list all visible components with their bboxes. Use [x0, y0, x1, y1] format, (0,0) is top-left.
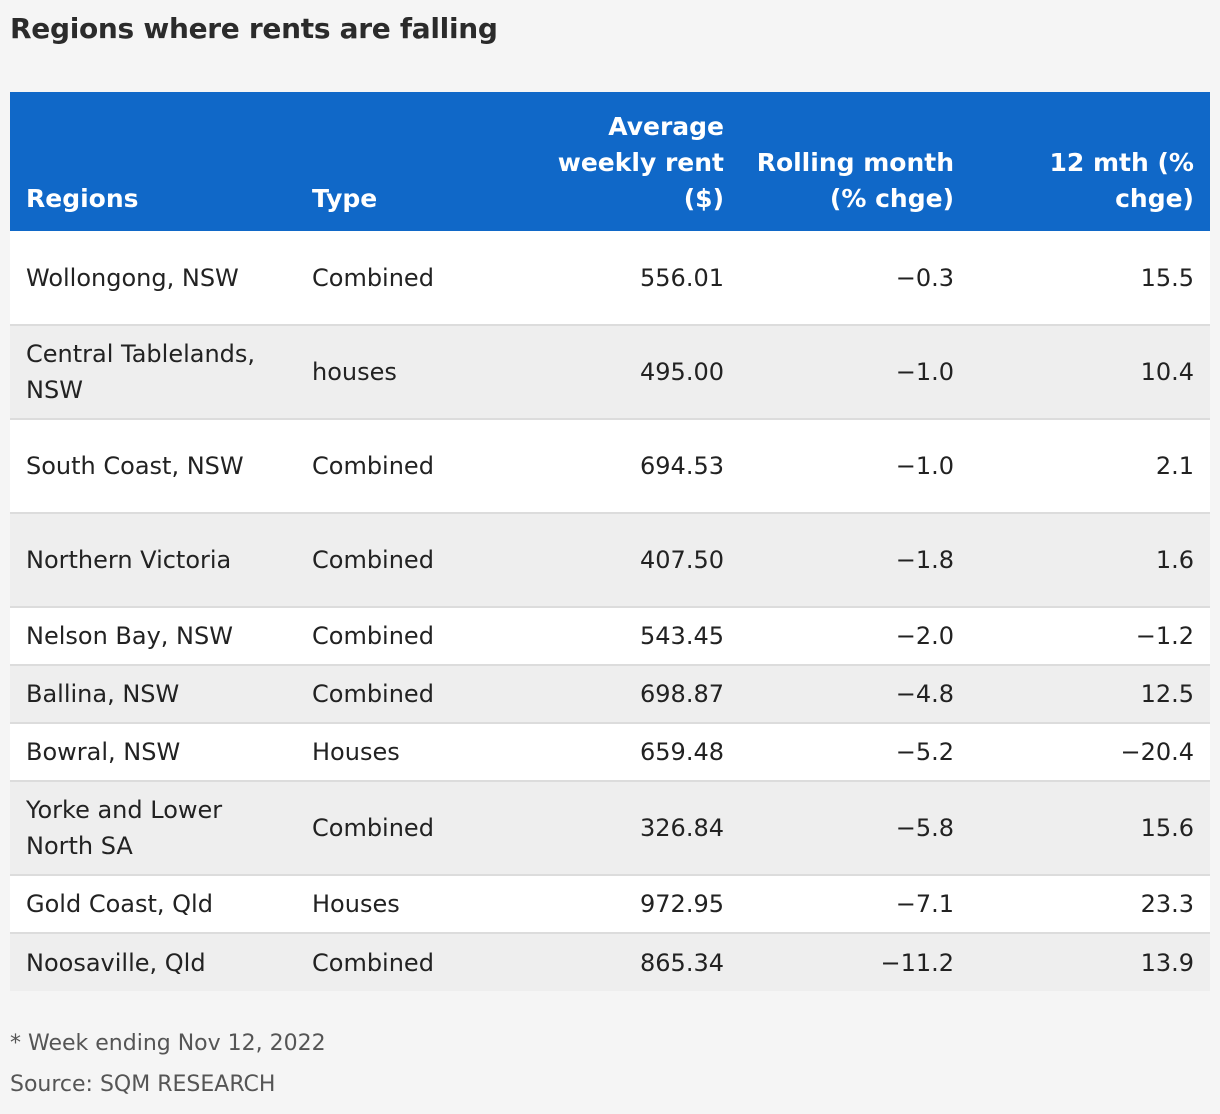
region-cell: Wollongong, NSW — [26, 263, 239, 292]
type-cell: houses — [296, 324, 536, 419]
region-cell: Bowral, NSW — [10, 722, 296, 781]
table-row: Nelson Bay, NSW Combined 543.45 −2.0 −1.2 — [10, 606, 1210, 665]
twelve-month-change-cell: −1.2 — [970, 606, 1210, 665]
region-cell: Nelson Bay, NSW — [10, 606, 296, 665]
column-header-type: Type — [312, 184, 378, 213]
type-cell: Combined — [296, 418, 536, 513]
table-row: Bowral, NSW Houses 659.48 −5.2 −20.4 — [10, 722, 1210, 781]
average-weekly-rent-cell: 543.45 — [536, 606, 740, 665]
table-row: Gold Coast, Qld Houses 972.95 −7.1 23.3 — [10, 874, 1210, 933]
average-weekly-rent-cell: 694.53 — [536, 418, 740, 513]
type-cell: Combined — [296, 606, 536, 665]
region-cell: Northern Victoria — [10, 512, 296, 607]
chart-title: Regions where rents are falling — [10, 12, 498, 45]
twelve-month-change-cell: 23.3 — [970, 874, 1210, 933]
rolling-month-change-cell: −5.2 — [740, 722, 970, 781]
average-weekly-rent-cell: 972.95 — [536, 874, 740, 933]
average-weekly-rent-cell: 407.50 — [536, 512, 740, 607]
rolling-month-change-cell: −1.0 — [740, 324, 970, 419]
rolling-month-change-cell: −0.3 — [895, 263, 954, 292]
source-note: Source: SQM RESEARCH — [10, 1072, 276, 1097]
region-cell: Yorke and Lower North SA — [10, 780, 296, 875]
rolling-month-change-cell: −1.8 — [740, 512, 970, 607]
table-row: Yorke and Lower North SA Combined 326.84 −5… — [10, 780, 1210, 875]
type-cell: Houses — [296, 722, 536, 781]
twelve-month-change-cell: −20.4 — [970, 722, 1210, 781]
rolling-month-change-cell: −7.1 — [740, 874, 970, 933]
table-row: Ballina, NSW Combined 698.87 −4.8 12.5 — [10, 664, 1210, 723]
twelve-month-change-cell: 10.4 — [970, 324, 1210, 419]
twelve-month-change-cell: 12.5 — [970, 664, 1210, 723]
region-cell: Noosaville, Qld — [10, 932, 296, 991]
average-weekly-rent-cell: 556.01 — [640, 263, 724, 292]
region-cell: Ballina, NSW — [10, 664, 296, 723]
column-header-12-mth: 12 mth (% chge) — [1049, 148, 1194, 213]
region-cell: Central Tablelands, NSW — [10, 324, 296, 419]
table-header: Regions Type Average weekly rent ($) Rol… — [10, 92, 1210, 231]
type-cell: Combined — [296, 932, 536, 991]
table-row: Wollongong, NSW Combined 556.01 −0.3 15.5 — [10, 231, 1210, 325]
header-row: Regions Type Average weekly rent ($) Rol… — [10, 92, 1210, 231]
column-header-regions: Regions — [26, 184, 139, 213]
average-weekly-rent-cell: 495.00 — [536, 324, 740, 419]
rolling-month-change-cell: −2.0 — [740, 606, 970, 665]
rolling-month-change-cell: −5.8 — [740, 780, 970, 875]
footnote: * Week ending Nov 12, 2022 — [10, 1031, 326, 1056]
table-row: Northern Victoria Combined 407.50 −1.8 1.6 — [10, 512, 1210, 607]
type-cell: Houses — [296, 874, 536, 933]
type-cell: Combined — [296, 664, 536, 723]
rolling-month-change-cell: −11.2 — [740, 932, 970, 991]
average-weekly-rent-cell: 326.84 — [536, 780, 740, 875]
type-cell: Combined — [296, 512, 536, 607]
table-row: Central Tablelands, NSW houses 495.00 −1.0 1… — [10, 324, 1210, 419]
rents-table: Regions Type Average weekly rent ($) Rol… — [10, 92, 1210, 991]
twelve-month-change-cell: 15.6 — [970, 780, 1210, 875]
column-header-rolling-month: Rolling month (% chge) — [756, 148, 954, 213]
twelve-month-change-cell: 2.1 — [970, 418, 1210, 513]
region-cell: South Coast, NSW — [10, 418, 296, 513]
average-weekly-rent-cell: 659.48 — [536, 722, 740, 781]
column-header-average-weekly-rent: Average weekly rent ($) — [557, 112, 724, 213]
type-cell: Combined — [296, 780, 536, 875]
twelve-month-change-cell: 13.9 — [970, 932, 1210, 991]
table-row: South Coast, NSW Combined 694.53 −1.0 2.1 — [10, 418, 1210, 513]
twelve-month-change-cell: 15.5 — [1140, 263, 1194, 292]
rolling-month-change-cell: −1.0 — [740, 418, 970, 513]
average-weekly-rent-cell: 865.34 — [536, 932, 740, 991]
average-weekly-rent-cell: 698.87 — [536, 664, 740, 723]
table-row: Noosaville, Qld Combined 865.34 −11.2 13.9 — [10, 932, 1210, 991]
twelve-month-change-cell: 1.6 — [970, 512, 1210, 607]
type-cell: Combined — [312, 263, 434, 292]
region-cell: Gold Coast, Qld — [10, 874, 296, 933]
rolling-month-change-cell: −4.8 — [740, 664, 970, 723]
table-body: Wollongong, NSW Combined 556.01 −0.3 15.5 Cen… — [10, 231, 1210, 991]
